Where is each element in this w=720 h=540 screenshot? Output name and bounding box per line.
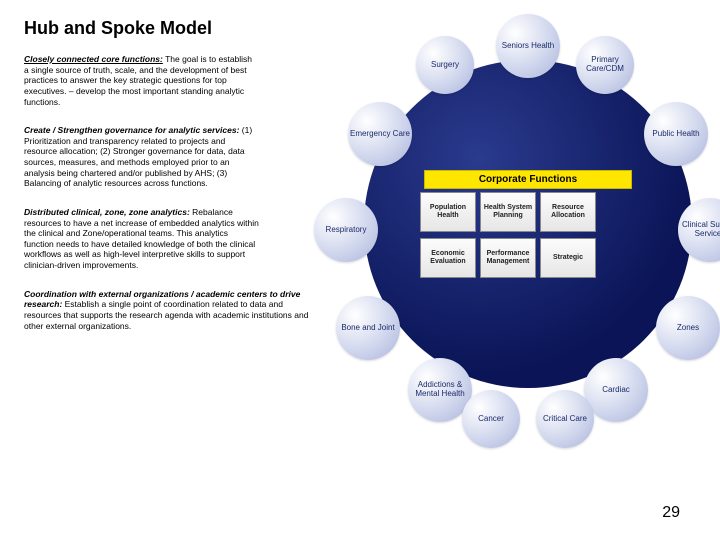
spoke: Bone and Joint xyxy=(336,296,400,360)
spoke: Public Health xyxy=(644,102,708,166)
spoke: Critical Care xyxy=(536,390,594,448)
hub-box: Resource Allocation xyxy=(540,192,596,232)
para3-head: Distributed clinical, zone, zone analyti… xyxy=(24,207,190,217)
para-governance: Create / Strengthen governance for analy… xyxy=(24,125,259,189)
para1-head: Closely connected core functions: xyxy=(24,54,163,64)
spoke: Respiratory xyxy=(314,198,378,262)
spoke: Emergency Care xyxy=(348,102,412,166)
spoke: Primary Care/CDM xyxy=(576,36,634,94)
para-distributed: Distributed clinical, zone, zone analyti… xyxy=(24,207,259,271)
spoke: Surgery xyxy=(416,36,474,94)
spoke: Cancer xyxy=(462,390,520,448)
text-column: Closely connected core functions: The go… xyxy=(24,54,259,349)
para2-head: Create / Strengthen governance for analy… xyxy=(24,125,239,135)
hub-box: Performance Management xyxy=(480,238,536,278)
para-coordination: Coordination with external organizations… xyxy=(24,289,314,332)
para-core-functions: Closely connected core functions: The go… xyxy=(24,54,259,107)
hub-box: Economic Evaluation xyxy=(420,238,476,278)
spoke: Seniors Health xyxy=(496,14,560,78)
para4-body: Establish a single point of coordination… xyxy=(24,299,308,330)
hub-box: Strategic xyxy=(540,238,596,278)
hub-spoke-diagram: Corporate Functions Population HealthHeal… xyxy=(300,20,720,460)
hub-box: Population Health xyxy=(420,192,476,232)
page-title: Hub and Spoke Model xyxy=(24,18,212,39)
page-number: 29 xyxy=(662,504,680,522)
corporate-functions-bar: Corporate Functions xyxy=(424,170,632,189)
spoke: Cardiac xyxy=(584,358,648,422)
hub-box: Health System Planning xyxy=(480,192,536,232)
spoke: Zones xyxy=(656,296,720,360)
